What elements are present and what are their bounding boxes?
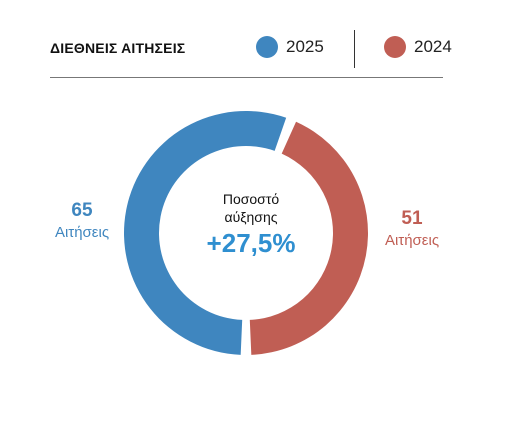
legend-item-2025: 2025	[256, 34, 324, 60]
label-2024: 51 Αιτήσεις	[376, 208, 448, 249]
legend-swatch-2024	[384, 36, 406, 58]
legend-divider	[354, 30, 355, 68]
center-caption-line1: Ποσοστό	[222, 191, 280, 207]
label-2025-unit: Αιτήσεις	[54, 224, 110, 241]
legend-label-2025: 2025	[286, 37, 324, 56]
label-2025-value: 65	[71, 200, 93, 221]
chart-header: ΔΙΕΘΝΕΙΣ ΑΙΤΗΣΕΙΣ 2025 2024	[0, 0, 528, 90]
legend-label-2024: 2024	[414, 37, 452, 56]
label-2024-value: 51	[401, 208, 423, 229]
center-annotation: Ποσοστό αύξησης +27,5%	[176, 190, 326, 259]
legend-swatch-2025	[256, 36, 278, 58]
donut-slice-2024	[249, 121, 368, 355]
chart-title: ΔΙΕΘΝΕΙΣ ΑΙΤΗΣΕΙΣ	[50, 40, 186, 56]
legend-item-2024: 2024	[384, 34, 452, 60]
growth-percentage: +27,5%	[206, 228, 296, 258]
label-2024-unit: Αιτήσεις	[384, 232, 440, 249]
donut-slice-2025	[123, 110, 287, 355]
label-2025: 65 Αιτήσεις	[46, 200, 118, 241]
header-rule	[50, 77, 443, 78]
center-caption-line2: αύξησης	[224, 209, 278, 225]
